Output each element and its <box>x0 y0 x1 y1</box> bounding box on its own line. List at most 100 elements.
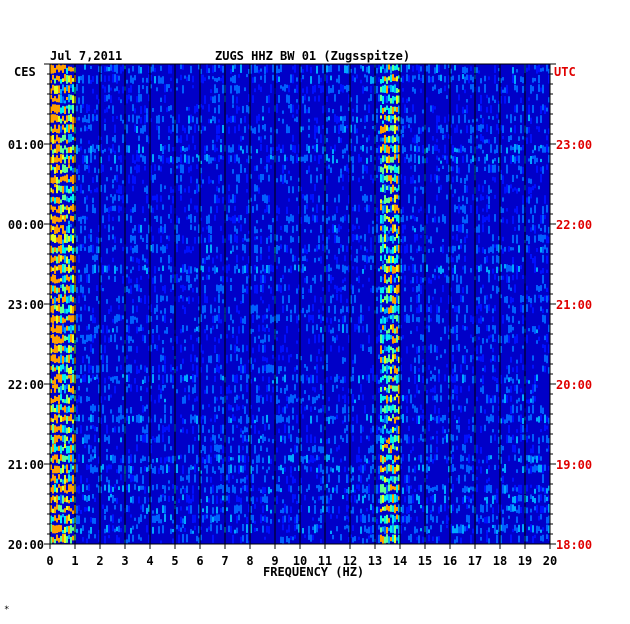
heatmap-cell <box>98 377 100 383</box>
heatmap-cell <box>384 175 386 181</box>
heatmap-cell <box>192 246 194 251</box>
heatmap-cell <box>328 438 330 444</box>
heatmap-cell <box>304 94 306 101</box>
heatmap-cell <box>284 174 286 183</box>
heatmap-cell <box>222 299 224 304</box>
heatmap-cell <box>428 295 430 304</box>
heatmap-cell <box>498 165 500 172</box>
heatmap-cell <box>454 326 456 334</box>
heatmap-cell <box>176 224 178 234</box>
heatmap-cell <box>160 257 162 263</box>
heatmap-cell <box>354 204 356 212</box>
heatmap-cell <box>368 374 370 383</box>
heatmap-cell <box>306 86 308 94</box>
heatmap-cell <box>454 467 456 471</box>
heatmap-cell <box>288 104 290 109</box>
heatmap-cell <box>118 215 120 222</box>
heatmap-cell <box>404 315 406 322</box>
heatmap-cell <box>382 236 384 244</box>
heatmap-cell <box>300 405 302 414</box>
heatmap-cell <box>78 76 80 84</box>
heatmap-cell <box>216 444 218 452</box>
heatmap-cell <box>146 267 148 274</box>
heatmap-cell <box>170 374 172 383</box>
heatmap-cell <box>70 245 72 251</box>
heatmap-cell <box>368 224 370 234</box>
heatmap-cell <box>308 314 310 323</box>
heatmap-cell <box>292 395 294 404</box>
heatmap-cell <box>232 334 234 338</box>
heatmap-cell <box>406 395 408 404</box>
heatmap-cell <box>522 86 524 93</box>
heatmap-cell <box>398 416 400 420</box>
heatmap-cell <box>166 327 168 334</box>
heatmap-cell <box>420 334 422 340</box>
heatmap-cell <box>470 124 472 134</box>
heatmap-cell <box>178 234 180 241</box>
heatmap-cell <box>230 234 232 244</box>
heatmap-cell <box>344 404 346 414</box>
heatmap-cell <box>306 309 308 314</box>
heatmap-cell <box>70 215 72 221</box>
heatmap-cell <box>364 194 366 203</box>
heatmap-cell <box>136 365 138 374</box>
heatmap-cell <box>92 415 94 422</box>
heatmap-cell <box>538 234 540 241</box>
heatmap-cell <box>258 344 260 352</box>
heatmap-cell <box>542 365 544 372</box>
heatmap-cell <box>372 285 374 293</box>
heatmap-cell <box>482 118 484 124</box>
heatmap-cell <box>50 478 52 482</box>
heatmap-cell <box>52 349 54 353</box>
heatmap-cell <box>500 78 502 83</box>
heatmap-cell <box>72 424 74 431</box>
heatmap-cell <box>366 248 368 253</box>
heatmap-cell <box>90 405 92 411</box>
heatmap-cell <box>400 405 402 409</box>
heatmap-cell <box>434 395 436 401</box>
heatmap-cell <box>230 390 232 394</box>
heatmap-cell <box>210 226 212 234</box>
heatmap-cell <box>386 464 388 474</box>
heatmap-cell <box>420 235 422 239</box>
heatmap-cell <box>296 315 298 324</box>
heatmap-cell <box>50 378 52 384</box>
heatmap-cell <box>382 76 384 83</box>
heatmap-cell <box>390 84 392 93</box>
heatmap-cell <box>506 208 508 212</box>
heatmap-cell <box>142 455 144 462</box>
heatmap-cell <box>490 358 492 363</box>
heatmap-cell <box>380 435 382 444</box>
heatmap-cell <box>518 145 520 154</box>
heatmap-cell <box>268 466 270 470</box>
heatmap-cell <box>70 284 72 293</box>
heatmap-cell <box>514 125 516 134</box>
heatmap-cell <box>464 109 466 114</box>
heatmap-cell <box>204 126 206 131</box>
heatmap-cell <box>158 227 160 234</box>
heatmap-cell <box>188 214 190 220</box>
heatmap-cell <box>164 224 166 233</box>
heatmap-cell <box>158 75 160 84</box>
heatmap-cell <box>208 75 210 80</box>
heatmap-cell <box>314 257 316 263</box>
heatmap-cell <box>52 274 54 283</box>
heatmap-cell <box>54 354 56 363</box>
heatmap-cell <box>162 116 164 123</box>
heatmap-cell <box>70 454 72 462</box>
heatmap-cell <box>326 317 328 323</box>
heatmap-cell <box>82 294 84 298</box>
heatmap-cell <box>452 274 454 281</box>
heatmap-cell <box>190 176 192 184</box>
heatmap-cell <box>230 405 232 411</box>
heatmap-cell <box>532 258 534 264</box>
heatmap-cell <box>276 330 278 334</box>
heatmap-cell <box>320 154 322 159</box>
heatmap-cell <box>60 245 62 254</box>
heatmap-cell <box>188 246 190 253</box>
heatmap-cell <box>130 209 132 213</box>
heatmap-cell <box>108 207 110 214</box>
heatmap-cell <box>220 225 222 231</box>
heatmap-cell <box>326 138 328 143</box>
heatmap-cell <box>406 416 408 423</box>
